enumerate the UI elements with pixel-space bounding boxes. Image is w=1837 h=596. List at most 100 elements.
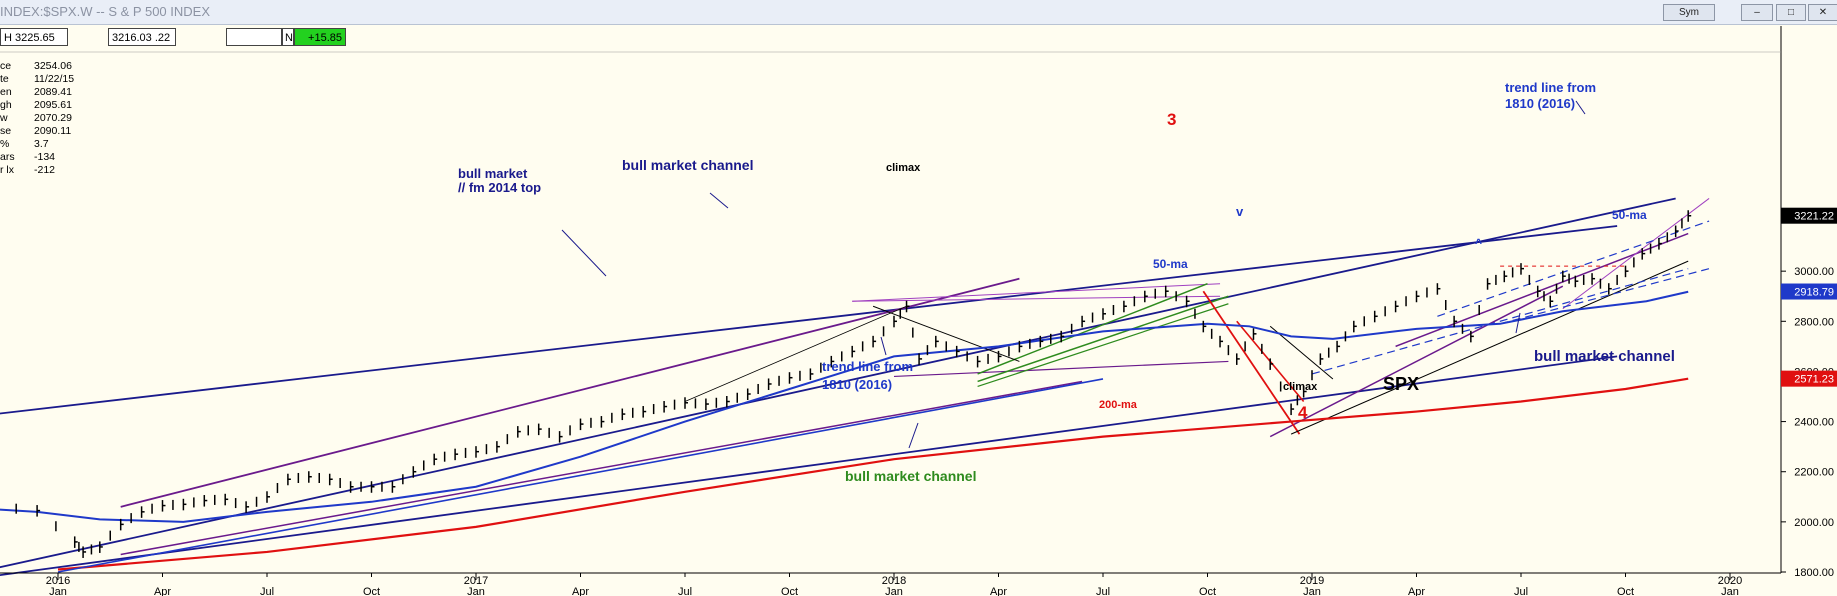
last-cell: 3216.03 .22 — [108, 28, 176, 46]
annotation-pointer — [880, 336, 887, 356]
mid-channel-line — [0, 225, 1618, 415]
annotation-label: climax — [886, 162, 921, 174]
readout-row: en 2089.41 — [0, 86, 74, 99]
readout-row: ars -134 — [0, 151, 74, 164]
x-month-label: Jul — [678, 586, 692, 596]
black-climax-line — [872, 305, 1020, 362]
black-trend-2017 — [684, 305, 907, 402]
readout-key: ce — [0, 60, 12, 72]
readout-row: w 2070.29 — [0, 112, 74, 125]
annotation-pointer — [709, 192, 729, 209]
readout-key: w — [0, 112, 8, 124]
annotation-label: trend line from — [822, 359, 913, 374]
x-month-label: Oct — [1617, 586, 1634, 596]
purple-base — [893, 360, 1229, 378]
minimize-icon[interactable]: – — [1741, 4, 1773, 21]
x-year-label: 2017 — [464, 575, 488, 587]
ma50-line — [0, 290, 1689, 523]
ma200-line — [57, 377, 1689, 571]
dashed-blue-2 — [1437, 220, 1710, 317]
sym-button[interactable]: Sym — [1663, 4, 1715, 21]
x-month-label: Oct — [781, 586, 798, 596]
x-month-label: Jul — [260, 586, 274, 596]
readout-row: te 11/22/15 — [0, 73, 74, 86]
x-month-label: Apr — [990, 586, 1007, 596]
annotation-label: 1810 (2016) — [822, 377, 892, 392]
readout-row: gh 2095.61 — [0, 99, 74, 112]
red-down-line-1 — [1202, 290, 1301, 435]
price-tag — [1781, 283, 1837, 300]
annotation-label: bull market channel — [1534, 348, 1675, 365]
readout-value: 2070.29 — [34, 112, 72, 124]
annotation-label: 4 — [1298, 403, 1308, 422]
annotation-pointer — [908, 422, 919, 449]
change-cell: +15.85 — [294, 28, 346, 46]
annotation-label: 3 — [1167, 110, 1176, 129]
annotation-label: 50-ma — [1612, 208, 1647, 222]
readout-value: -212 — [34, 164, 56, 176]
annotation-label: 200-ma — [1099, 399, 1138, 411]
high-cell: H 3225.65 — [0, 28, 68, 46]
dashed-blue-1 — [1311, 268, 1689, 375]
x-year-label: 2018 — [882, 575, 906, 587]
readout-key: % — [0, 138, 10, 150]
x-year-label: 2016 — [46, 575, 70, 587]
readout-value: 11/22/15 — [34, 73, 75, 85]
blank-cell — [226, 28, 282, 46]
y-tick-label: 2200.00 — [1794, 467, 1834, 479]
readout-row: ce 3254.06 — [0, 60, 74, 73]
purple-2019-c — [1562, 198, 1710, 310]
annotation-label: 1810 (2016) — [1505, 96, 1575, 111]
y-axis-panel — [1781, 26, 1837, 596]
data-window: ce 3254.06 te 11/22/15 en 2089.41 gh 2095.61 w 20… — [0, 60, 74, 177]
x-month-label: Jan — [49, 586, 67, 596]
annotation-label: SPX — [1383, 374, 1419, 394]
close-icon[interactable]: ✕ — [1808, 4, 1837, 21]
x-month-label: Apr — [1408, 586, 1425, 596]
purple-fan-2 — [852, 295, 1221, 302]
readout-key: r lx — [0, 164, 14, 176]
y-tick-label: 1800.00 — [1794, 567, 1834, 579]
annotation-label: ^ — [1475, 236, 1482, 250]
green-channel-lower — [977, 295, 1229, 383]
readout-value: 2089.41 — [34, 86, 72, 98]
x-month-label: Jul — [1514, 586, 1528, 596]
annotation-label: // fm 2014 top — [458, 180, 541, 195]
price-tag — [1781, 207, 1837, 224]
readout-row: r lx -212 — [0, 164, 74, 177]
y-tick-label: 2800.00 — [1794, 316, 1834, 328]
purple-fan-1 — [852, 283, 1221, 302]
x-month-label: Jan — [885, 586, 903, 596]
n-cell: N — [282, 28, 294, 46]
readout-row: se 2090.11 — [0, 125, 74, 138]
readout-key: gh — [0, 99, 12, 111]
readout-key: te — [0, 73, 9, 85]
annotation-label: bull market — [458, 166, 528, 181]
annotation-label: trend line from — [1505, 80, 1596, 95]
x-year-label: 2020 — [1718, 575, 1742, 587]
price-tag-label: 3221.22 — [1794, 211, 1834, 223]
lower-channel-line — [0, 355, 1618, 577]
annotation-pointer — [561, 229, 607, 277]
dashed-blue-3 — [1499, 268, 1710, 325]
annotation-label: bull market channel — [622, 157, 753, 173]
window-title: INDEX:$SPX.W -- S & P 500 INDEX — [0, 4, 210, 19]
readout-value: 3.7 — [34, 138, 49, 150]
green-channel-upper — [977, 282, 1208, 375]
restore-icon[interactable]: □ — [1776, 4, 1806, 21]
y-tick-label: 3000.00 — [1794, 266, 1834, 278]
black-trend-2019 — [1290, 260, 1689, 435]
readout-key: ars — [0, 151, 15, 163]
price-tag-label: 2571.23 — [1794, 374, 1834, 386]
price-tag-label: 2918.79 — [1794, 287, 1834, 299]
annotation-label: climax — [1283, 381, 1318, 393]
y-tick-label: 2000.00 — [1794, 517, 1834, 529]
readout-value: -134 — [34, 151, 56, 163]
x-month-label: Jul — [1096, 586, 1110, 596]
purple-2019-a — [1269, 285, 1564, 438]
readout-value: 2090.11 — [34, 125, 72, 137]
x-month-label: Oct — [1199, 586, 1216, 596]
black-down-line — [1269, 325, 1334, 380]
x-month-label: Oct — [363, 586, 380, 596]
